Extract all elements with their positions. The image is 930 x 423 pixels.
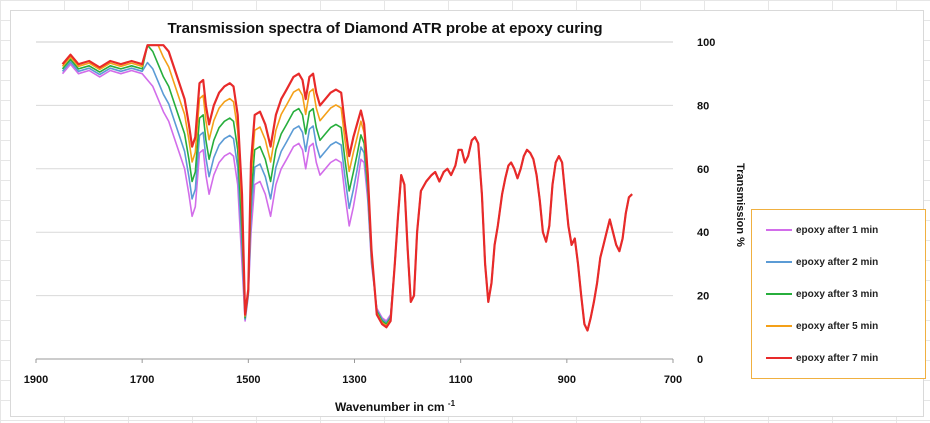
legend[interactable]: epoxy after 1 min epoxy after 2 min epoxy … — [751, 209, 926, 379]
y-tick-label-40: 40 — [697, 227, 709, 239]
y-tick-label-60: 60 — [697, 164, 709, 176]
legend-swatch-3 — [766, 293, 792, 295]
series-line-5 — [61, 44, 633, 332]
legend-label-5: epoxy after 7 min — [796, 352, 879, 364]
x-tick-label-1900: 1900 — [24, 374, 48, 386]
chart-title: Transmission spectra of Diamond ATR prob… — [167, 20, 602, 37]
x-tick-label-700: 700 — [664, 374, 682, 386]
y-tick-label-0: 0 — [697, 354, 703, 366]
x-tick-label-1300: 1300 — [342, 374, 366, 386]
legend-item-1: epoxy after 1 min — [766, 222, 878, 238]
series-line-3 — [61, 44, 633, 332]
legend-item-3: epoxy after 3 min — [766, 286, 878, 302]
x-tick-label-1500: 1500 — [236, 374, 260, 386]
legend-swatch-1 — [766, 229, 792, 231]
legend-item-2: epoxy after 2 min — [766, 254, 878, 270]
legend-label-1: epoxy after 1 min — [796, 224, 879, 236]
y-tick-label-80: 80 — [697, 100, 709, 112]
x-axis-ticks: 1900 1700 1500 1300 1100 900 700 — [24, 359, 682, 386]
legend-swatch-5 — [766, 357, 792, 359]
x-axis-label-superscript: -1 — [448, 399, 456, 408]
y-axis-label: Transmission % — [734, 163, 746, 247]
legend-label-3: epoxy after 3 min — [796, 288, 879, 300]
y-tick-label-20: 20 — [697, 291, 709, 303]
series-lines — [61, 44, 633, 332]
legend-label-2: epoxy after 2 min — [796, 256, 879, 268]
legend-swatch-4 — [766, 325, 792, 327]
legend-swatch-2 — [766, 261, 792, 263]
legend-item-5: epoxy after 7 min — [766, 350, 878, 366]
x-tick-label-1700: 1700 — [130, 374, 154, 386]
x-tick-label-900: 900 — [558, 374, 576, 386]
y-axis-ticks: 0 20 40 60 80 100 — [697, 37, 715, 366]
series-line-2 — [61, 60, 633, 332]
series-line-4 — [61, 44, 633, 332]
y-tick-label-100: 100 — [697, 37, 715, 49]
legend-item-4: epoxy after 5 min — [766, 318, 878, 334]
x-axis-label-text: Wavenumber in cm — [335, 400, 445, 414]
legend-label-4: epoxy after 5 min — [796, 320, 879, 332]
x-axis-label: Wavenumber in cm -1 — [335, 399, 456, 414]
x-tick-label-1100: 1100 — [449, 374, 473, 386]
